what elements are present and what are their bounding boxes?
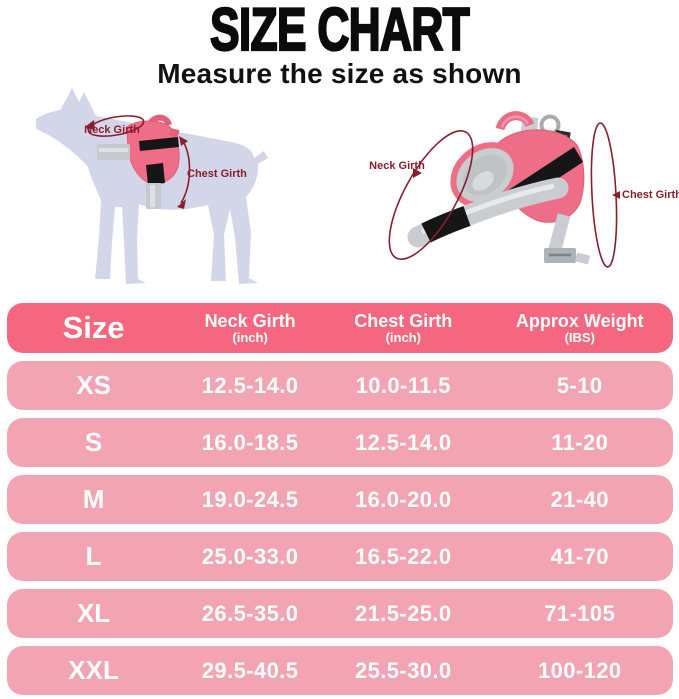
strap-tip [574,252,591,265]
size-value: M [82,484,105,514]
size-value: L [85,541,102,571]
chest-girth-arrowhead-top [179,136,188,146]
neck-girth-value: 29.5-40.5 [201,657,299,683]
column-header-size: Size [62,310,125,345]
neck-girth-arrowhead [413,168,422,178]
table-row-xxl: XXL 29.5-40.5 25.5-30.0 100-120 [7,646,673,695]
table-header-row: Size Neck Girth (inch) Chest Girth (inch… [7,303,673,353]
column-header-chest-girth-label: Chest Girth [354,310,453,331]
neck-girth-value: 25.0-33.0 [201,543,299,569]
chest-girth-value: 21.5-25.0 [354,600,452,626]
size-value: S [84,427,103,457]
approx-weight-value: 11-20 [551,429,609,455]
neck-girth-annotation: Neck Girth [369,129,474,261]
handle-highlight [500,115,530,128]
column-header-chest-girth-unit: (inch) [385,330,421,346]
neck-girth-value: 26.5-35.0 [201,600,299,626]
neck-girth-arrowhead [85,120,95,130]
column-header-neck-girth: Neck Girth (inch) [180,310,320,346]
table-row-l: L 25.0-33.0 16.5-22.0 41-70 [7,532,673,581]
size-value: XXL [68,655,119,685]
chest-girth-arrowhead-bottom [177,199,186,209]
approx-weight-value: 100-120 [537,657,622,683]
chest-ribbon-velcro-black [421,206,471,243]
neck-girth-ellipse [388,129,474,261]
neck-girth-value: 12.5-14.0 [201,372,299,398]
neck-girth-value: 19.0-24.5 [201,486,299,512]
size-value: XL [76,598,111,628]
chest-girth-value: 25.5-30.0 [354,657,452,683]
harness-buckle-highlight [99,148,128,152]
harness-chest-strap-highlight [150,185,155,207]
harness-on-dog [97,114,180,209]
neck-girth-value: 16.0-18.5 [201,429,299,455]
harness-product-diagram: Neck Girth Chest Girth [369,111,679,268]
approx-weight-value: 71-105 [544,600,616,626]
table-row-m: M 19.0-24.5 16.0-20.0 21-40 [7,475,673,524]
mesh-pad-window [472,171,494,191]
table-row-xl: XL 26.5-35.0 21.5-25.0 71-105 [7,589,673,638]
harness-product [407,111,591,265]
chest-girth-label: Chest Girth [622,189,679,201]
size-value: XS [76,370,111,400]
size-table: Size Neck Girth (inch) Chest Girth (inch… [7,303,673,699]
page-subtitle: Measure the size as shown [157,58,522,90]
harness-black-band [139,137,179,151]
chest-girth-value: 16.5-22.0 [354,543,452,569]
neck-girth-label: Neck Girth [84,124,140,136]
approx-weight-value: 41-70 [550,543,609,569]
column-header-neck-girth-label: Neck Girth [204,310,296,331]
chest-girth-value: 10.0-11.5 [355,372,451,398]
column-header-approx-weight: Approx Weight (IBS) [487,310,673,346]
table-row-s: S 16.0-18.5 12.5-14.0 11-20 [7,418,673,467]
harness-tag [169,128,180,138]
chest-girth-label: Chest Girth [187,168,247,180]
chest-girth-arc [180,140,191,204]
chest-girth-arrowhead [612,191,620,199]
approx-weight-value: 5-10 [556,372,603,398]
neck-girth-label: Neck Girth [369,160,425,172]
chest-girth-annotation: Chest Girth [177,136,247,209]
harness-body-pink [126,120,180,185]
harness-black-strap-lower [146,163,165,185]
table-row-xs: XS 12.5-14.0 10.0-11.5 5-10 [7,361,673,410]
column-header-approx-weight-unit: (IBS) [564,330,595,346]
dog-measurement-diagram: Neck Girth Chest Girth [36,88,268,284]
neck-girth-annotation: Neck Girth [84,115,145,137]
column-header-approx-weight-label: Approx Weight [515,310,644,331]
page-title: SIZE CHART [209,0,470,63]
chest-girth-value: 12.5-14.0 [354,429,452,455]
chest-girth-annotation: Chest Girth [590,122,679,268]
neck-girth-ellipse [87,115,145,137]
column-header-neck-girth-unit: (inch) [232,330,268,346]
approx-weight-value: 21-40 [550,486,609,512]
chest-girth-value: 16.0-20.0 [354,486,452,512]
column-header-chest-girth: Chest Girth (inch) [320,310,487,346]
